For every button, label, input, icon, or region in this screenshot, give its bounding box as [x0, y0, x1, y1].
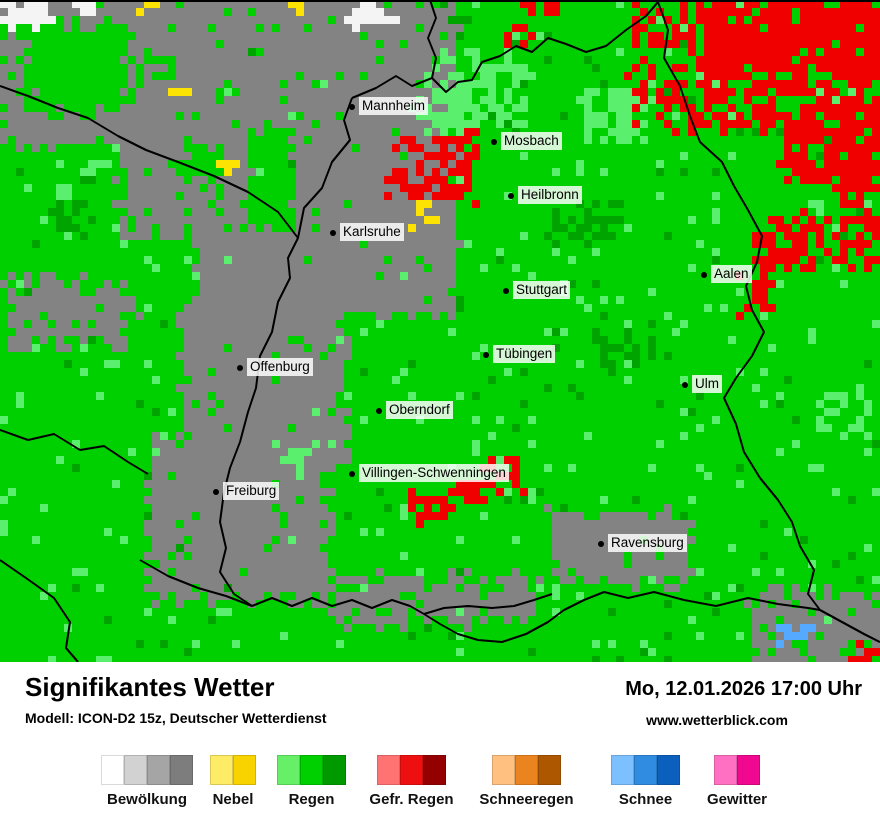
legend-label: Regen [288, 791, 335, 808]
legend-label: Gewitter [706, 791, 768, 808]
legend-swatch [377, 755, 400, 785]
legend-swatch [210, 755, 233, 785]
model-info: Modell: ICON-D2 15z, Deutscher Wetterdie… [25, 710, 327, 726]
city-dot-icon [682, 382, 688, 388]
legend-group: Schnee [611, 755, 680, 808]
legend-swatch-row [277, 755, 346, 785]
legend-swatch-row [210, 755, 256, 785]
weather-map-canvas [0, 0, 880, 662]
legend-swatch-row [611, 755, 680, 785]
legend-group: Regen [277, 755, 346, 808]
legend-swatch [300, 755, 323, 785]
legend-swatch [538, 755, 561, 785]
city-label: Oberndorf [386, 401, 453, 419]
legend-swatch [737, 755, 760, 785]
legend-group: Gefr. Regen [369, 755, 454, 808]
legend-swatch-row [714, 755, 760, 785]
city-label: Heilbronn [518, 186, 582, 204]
city-dot-icon [503, 288, 509, 294]
page-title: Signifikantes Wetter [25, 672, 275, 702]
footer: Signifikantes Wetter Mo, 12.01.2026 17:0… [0, 662, 880, 830]
legend-swatch-row [101, 755, 193, 785]
city-label: Aalen [711, 265, 752, 283]
website-link[interactable]: www.wetterblick.com [646, 712, 788, 728]
city-dot-icon [701, 272, 707, 278]
legend-label: Schnee [618, 791, 673, 808]
city-label: Mannheim [359, 97, 429, 115]
city-label: Stuttgart [513, 281, 571, 299]
legend-label: Bewölkung [106, 791, 188, 808]
legend-label: Nebel [212, 791, 254, 808]
legend-group: Schneeregen [479, 755, 574, 808]
weather-map: Mannheim Mosbach Heilbronn Karlsruhe Stuttga… [0, 0, 880, 662]
city-dot-icon [349, 471, 355, 477]
city-label: Tübingen [493, 345, 556, 363]
legend-swatch [124, 755, 147, 785]
legend-swatch [170, 755, 193, 785]
city-dot-icon [349, 104, 355, 110]
forecast-datetime: Mo, 12.01.2026 17:00 Uhr [625, 678, 862, 700]
legend-swatch [634, 755, 657, 785]
city-dot-icon [491, 139, 497, 145]
city-dot-icon [237, 365, 243, 371]
legend-swatch [657, 755, 680, 785]
city-label: Ulm [692, 375, 722, 393]
city-label: Freiburg [223, 482, 280, 500]
city-dot-icon [330, 230, 336, 236]
legend-swatch [400, 755, 423, 785]
legend-swatch [515, 755, 538, 785]
city-dot-icon [598, 541, 604, 547]
legend-swatch [611, 755, 634, 785]
city-label: Offenburg [247, 358, 313, 376]
legend-swatch [714, 755, 737, 785]
city-dot-icon [376, 408, 382, 414]
legend-label: Gefr. Regen [369, 791, 454, 808]
legend-swatch-row [492, 755, 561, 785]
legend-swatch-row [377, 755, 446, 785]
legend-swatch [147, 755, 170, 785]
city-label: Ravensburg [608, 534, 687, 552]
city-dot-icon [213, 489, 219, 495]
city-dot-icon [483, 352, 489, 358]
city-layer: Mannheim Mosbach Heilbronn Karlsruhe Stuttga… [213, 97, 752, 552]
legend-swatch [277, 755, 300, 785]
city-label: Karlsruhe [340, 223, 404, 241]
website-wrap: www.wetterblick.com [572, 712, 862, 730]
legend: Bewölkung Nebel Regen Gefr. Regen Schneerege… [0, 662, 880, 830]
city-label: Mosbach [501, 132, 562, 150]
legend-label: Schneeregen [479, 791, 574, 808]
legend-swatch [101, 755, 124, 785]
legend-swatch [233, 755, 256, 785]
legend-group: Nebel [210, 755, 256, 808]
legend-swatch [492, 755, 515, 785]
legend-group: Gewitter [707, 755, 767, 808]
legend-group: Bewölkung [101, 755, 193, 808]
legend-swatch [323, 755, 346, 785]
city-label: Villingen-Schwenningen [359, 464, 509, 482]
city-dot-icon [508, 193, 514, 199]
legend-swatch [423, 755, 446, 785]
